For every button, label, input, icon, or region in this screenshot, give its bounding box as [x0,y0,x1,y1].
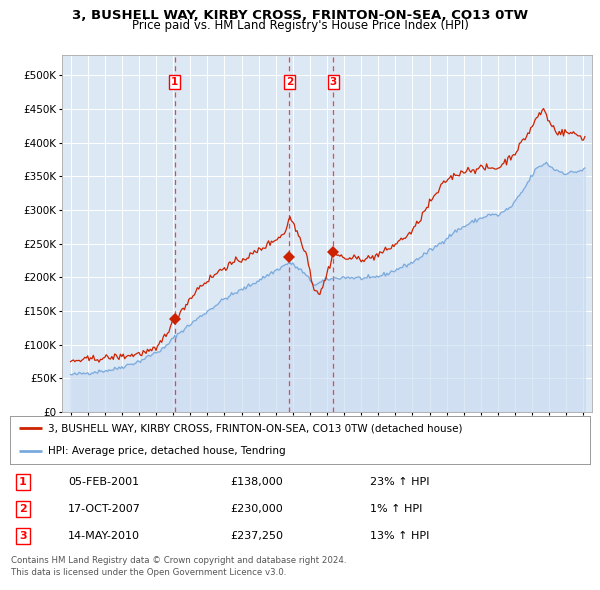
Text: 1: 1 [19,477,26,487]
Text: Price paid vs. HM Land Registry's House Price Index (HPI): Price paid vs. HM Land Registry's House … [131,19,469,32]
Text: HPI: Average price, detached house, Tendring: HPI: Average price, detached house, Tend… [48,445,286,455]
Text: 17-OCT-2007: 17-OCT-2007 [68,504,141,514]
Text: Contains HM Land Registry data © Crown copyright and database right 2024.: Contains HM Land Registry data © Crown c… [11,556,346,565]
Text: 14-MAY-2010: 14-MAY-2010 [68,531,140,541]
Text: 1% ↑ HPI: 1% ↑ HPI [370,504,422,514]
Text: 3: 3 [19,531,26,541]
Text: 3, BUSHELL WAY, KIRBY CROSS, FRINTON-ON-SEA, CO13 0TW: 3, BUSHELL WAY, KIRBY CROSS, FRINTON-ON-… [72,9,528,22]
Text: 2: 2 [19,504,26,514]
Text: 2: 2 [286,77,293,87]
Text: 05-FEB-2001: 05-FEB-2001 [68,477,139,487]
Text: 23% ↑ HPI: 23% ↑ HPI [370,477,429,487]
Text: 13% ↑ HPI: 13% ↑ HPI [370,531,429,541]
Text: £237,250: £237,250 [230,531,283,541]
Text: This data is licensed under the Open Government Licence v3.0.: This data is licensed under the Open Gov… [11,568,286,576]
Text: £138,000: £138,000 [230,477,283,487]
Text: £230,000: £230,000 [230,504,283,514]
Text: 1: 1 [171,77,178,87]
Text: 3, BUSHELL WAY, KIRBY CROSS, FRINTON-ON-SEA, CO13 0TW (detached house): 3, BUSHELL WAY, KIRBY CROSS, FRINTON-ON-… [48,424,462,434]
Text: 3: 3 [330,77,337,87]
